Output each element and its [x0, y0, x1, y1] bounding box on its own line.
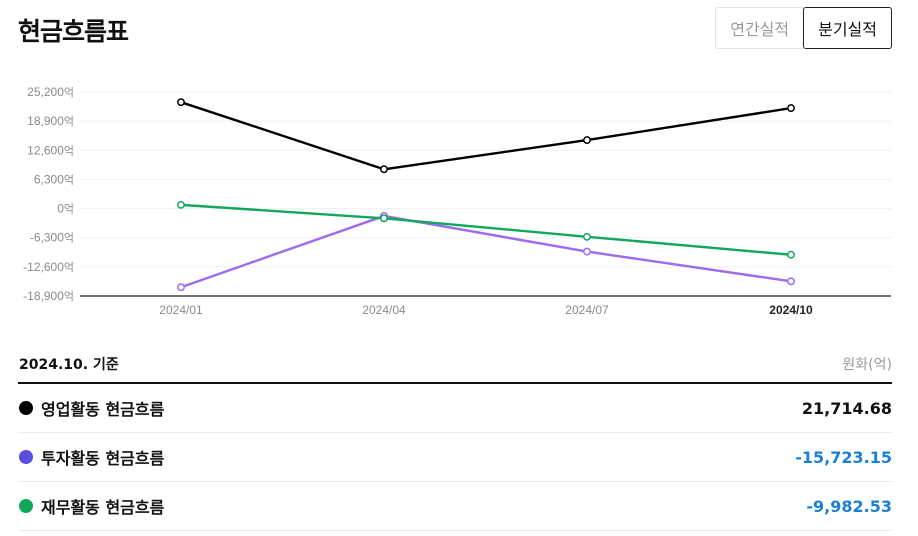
row-label: 영업활동 현금흐름	[18, 396, 164, 420]
as-of-date: 2024.10. 기준	[19, 357, 119, 373]
series-dot	[19, 499, 33, 513]
row-value: 21,714.68	[801, 398, 892, 418]
row-label: 투자활동 현금흐름	[18, 445, 164, 469]
series-line	[180, 203, 792, 256]
row-label-text: 영업활동 현금흐름	[41, 400, 165, 419]
y-tick-label: 25,200억	[27, 85, 74, 99]
row-label-text: 투자활동 현금흐름	[41, 449, 165, 468]
period-tabs: 연간실적 분기실적	[715, 7, 892, 49]
data-point	[177, 98, 185, 107]
data-point	[583, 136, 591, 145]
x-tick-label: 2024/01	[159, 303, 203, 317]
list-item-operating: 영업활동 현금흐름 21,714.68	[18, 384, 892, 433]
y-tick-label: 0억	[57, 202, 74, 216]
y-tick-label: -18,900억	[23, 289, 74, 303]
summary-list: 영업활동 현금흐름 21,714.68 투자활동 현금흐름 -15,723.15…	[18, 384, 892, 531]
y-tick-label: -6,300억	[30, 231, 74, 245]
series-line	[180, 214, 792, 289]
list-item-investing: 투자활동 현금흐름 -15,723.15	[18, 433, 892, 482]
data-point	[787, 250, 795, 259]
series-dot	[19, 401, 33, 415]
x-tick-label: 2024/10	[769, 303, 813, 317]
x-tick-label: 2024/07	[565, 303, 609, 317]
data-point	[380, 214, 388, 223]
list-item-financing: 재무활동 현금흐름 -9,982.53	[18, 482, 892, 531]
y-tick-label: -12,600억	[23, 260, 74, 274]
tab-quarterly[interactable]: 분기실적	[803, 7, 892, 49]
row-label-text: 재무활동 현금흐름	[41, 498, 165, 517]
data-point	[177, 283, 185, 292]
row-label: 재무활동 현금흐름	[18, 494, 164, 518]
y-tick-label: 6,300억	[34, 172, 74, 186]
series-dot	[19, 450, 33, 464]
data-point	[177, 200, 185, 209]
x-tick-label: 2024/04	[362, 303, 406, 317]
cash-flow-chart: 25,200억 18,900억 12,600억 6,300억 0억 -6,300억 -12,…	[23, 85, 891, 317]
data-point	[583, 232, 591, 241]
data-point	[787, 277, 795, 286]
page-title: 현금흐름표	[18, 17, 129, 46]
y-tick-label: 18,900억	[27, 114, 74, 128]
data-point	[380, 165, 388, 174]
data-point	[787, 104, 795, 113]
summary-divider	[18, 382, 892, 384]
y-tick-label: 12,600억	[27, 143, 74, 157]
row-value: -9,982.53	[806, 496, 892, 516]
series-line	[180, 101, 792, 171]
data-point	[583, 247, 591, 256]
row-value: -15,723.15	[795, 447, 892, 467]
unit-label: 원화(억)	[842, 357, 892, 373]
tab-annual[interactable]: 연간실적	[715, 7, 804, 49]
